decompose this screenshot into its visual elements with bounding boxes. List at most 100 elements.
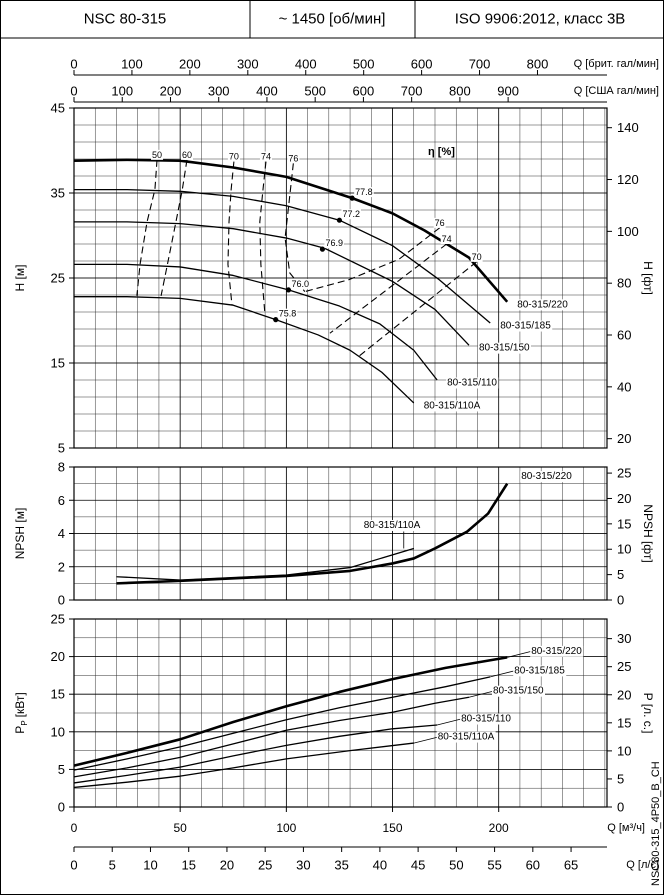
label-leader (468, 690, 494, 698)
x-tick-label: 50 (173, 821, 187, 835)
curve (116, 482, 509, 585)
x-tick-label: 100 (276, 821, 296, 835)
label-background (259, 151, 272, 162)
y2-tick-label: 25 (617, 659, 631, 674)
y-tick-label: 20 (51, 649, 65, 664)
y2-tick-label: 0 (617, 593, 624, 608)
best-efficiency-point (319, 246, 326, 252)
y-axis-title-symbol: P (13, 726, 27, 734)
y2-tick-label: 0 (617, 800, 624, 815)
axis-tick-label: 5 (109, 858, 116, 873)
axis-tick-label: 800 (527, 57, 549, 72)
plot-frame (73, 618, 608, 808)
iso-efficiency-line (304, 227, 441, 293)
axis-tick-label: 0 (70, 57, 77, 72)
axis-tick-label: 200 (160, 84, 182, 99)
axis-tick-label: 35 (334, 858, 348, 873)
drawing-code: NSC80-315_4P50_B_CH (650, 761, 662, 886)
label-background (422, 400, 482, 412)
best-efficiency-point (273, 317, 279, 323)
label-leader (437, 718, 462, 726)
curve (116, 547, 414, 581)
axis-title: Q [брит. гал/мин] (574, 58, 659, 70)
axis-tick-label: 100 (121, 57, 143, 72)
axis-tick-label: 0 (70, 858, 77, 873)
y2-tick-label: 15 (617, 715, 631, 730)
plot-frame (73, 466, 608, 601)
label-background (433, 217, 446, 228)
axis-tick-label: 60 (526, 858, 540, 873)
axis-tick-label: 500 (353, 57, 375, 72)
iso-efficiency-label: 70 (229, 152, 239, 162)
curve (74, 221, 470, 346)
iso-efficiency-line (259, 161, 267, 314)
axis-tick-label: 20 (220, 858, 234, 873)
label-background (516, 299, 570, 311)
x-tick-label: 150 (383, 821, 403, 835)
curve (73, 696, 470, 778)
x-axis-title: Q [м³/ч] (607, 822, 645, 834)
efficiency-title: η [%] (428, 146, 455, 158)
iso-efficiency-label: 76 (288, 153, 298, 163)
axis-tick-label: 300 (237, 57, 259, 72)
axis-tick-label: 800 (449, 84, 471, 99)
axis-tick-label: 10 (143, 858, 157, 873)
axis-tick-label: 65 (564, 858, 578, 873)
axis-tick-label: 100 (111, 84, 133, 99)
iso-efficiency-line (227, 161, 235, 306)
y2-tick-label: 30 (617, 631, 631, 646)
y2-tick-label: 40 (617, 379, 631, 394)
axis-tick-label: 700 (469, 57, 491, 72)
y-tick-label: 5 (58, 762, 65, 777)
label-background (341, 209, 361, 220)
curve (73, 724, 438, 784)
axis-tick-label: 600 (411, 57, 433, 72)
axis-tick-label: 40 (373, 858, 387, 873)
axis-tick-label: 700 (401, 84, 423, 99)
axis-title: Q [США гал/мин] (574, 85, 659, 97)
axis-tick-label: 55 (487, 858, 501, 873)
y2-tick-label: 120 (617, 172, 639, 187)
label-background (446, 377, 499, 389)
y-tick-label: 8 (58, 460, 65, 475)
y-tick-label: 15 (51, 687, 65, 702)
header-standard: ISO 9906:2012, класс 3В (455, 11, 626, 28)
label-background (151, 149, 164, 160)
label-leader (507, 650, 532, 658)
curve (74, 188, 491, 324)
y2-tick-label: 100 (617, 224, 639, 239)
y-axis-title-subscript: P (20, 720, 29, 725)
series-label: 80-315/110 (461, 714, 511, 725)
axis-title: Q [л/с] (626, 859, 659, 871)
axis-tick-label: 45 (411, 858, 425, 873)
efficiency-label: 77.2 (342, 209, 360, 219)
header-speed: ~ 1450 [об/мин] (279, 11, 386, 28)
axis-tick-label: 500 (304, 84, 326, 99)
efficiency-label: 75.8 (279, 309, 297, 319)
iso-efficiency-label: 60 (182, 150, 192, 160)
y2-tick-label: 15 (617, 516, 631, 531)
label-leader (490, 670, 515, 678)
series-label: 80-315/150 (479, 343, 530, 354)
x-tick-label: 0 (71, 821, 78, 835)
iso-efficiency-label: 74 (442, 234, 452, 244)
iso-efficiency-line (356, 261, 477, 359)
label-background (499, 320, 553, 332)
iso-efficiency-label: 76 (435, 218, 445, 228)
label-background (520, 471, 574, 483)
series-label: 80-315/220 (517, 299, 568, 310)
series-label: 80-315/110A (364, 520, 421, 531)
best-efficiency-point (285, 287, 292, 293)
y-axis-title: H [м] (13, 265, 27, 292)
series-label: 80-315/110A (438, 732, 495, 743)
label-background (436, 731, 496, 743)
series-label: 80-315/220 (521, 471, 572, 482)
curve (73, 742, 414, 789)
series-label: 80-315/185 (500, 321, 551, 332)
label-background (324, 238, 344, 249)
y-tick-label: 6 (58, 493, 65, 508)
y-tick-label: 5 (58, 441, 65, 456)
label-background (277, 308, 298, 319)
y-tick-label: 4 (58, 526, 65, 541)
axis-tick-label: 25 (258, 858, 272, 873)
